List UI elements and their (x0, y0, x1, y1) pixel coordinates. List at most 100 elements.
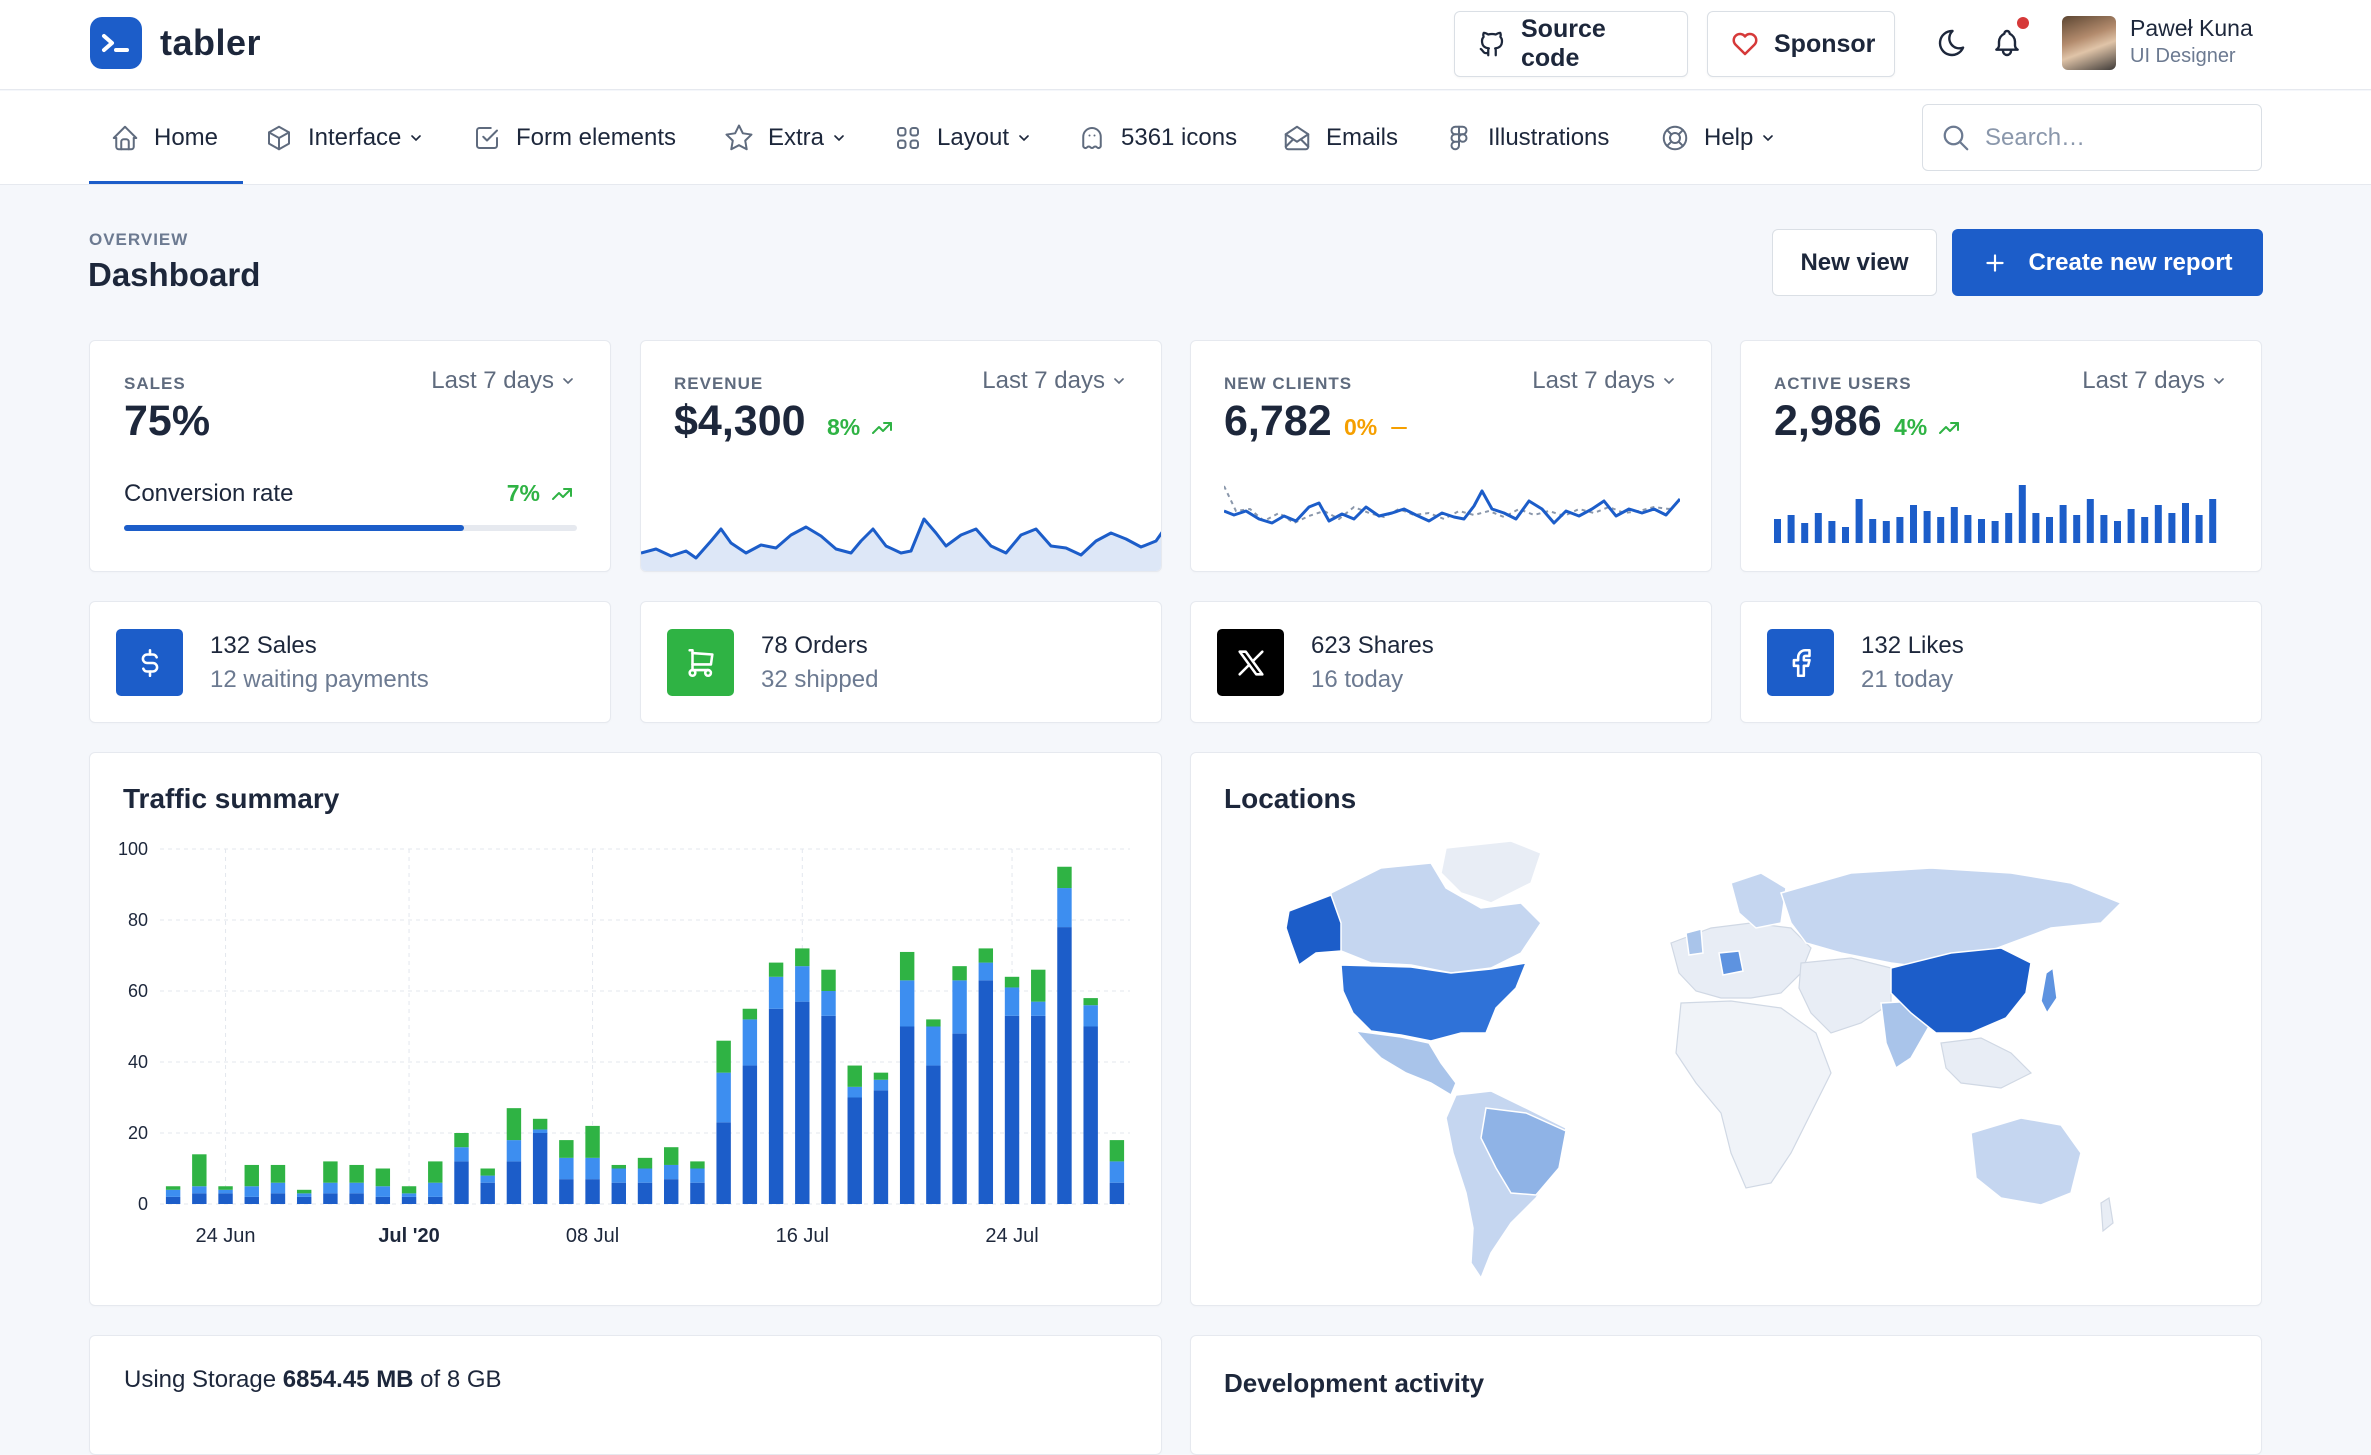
map-japan (2040, 966, 2058, 1015)
nav-item-interface[interactable]: Interface (264, 91, 424, 185)
traffic-bar-segment (401, 1196, 417, 1204)
revenue-sparkline (641, 517, 1161, 571)
brand[interactable]: tabler (90, 17, 261, 69)
create-report-button[interactable]: Create new report (1952, 229, 2263, 296)
nav-item-illustrations[interactable]: Illustrations (1444, 91, 1609, 185)
spark-bar (2018, 485, 2026, 543)
sales-label: SALES (124, 374, 186, 393)
map-greenland (1440, 840, 1542, 904)
period-dropdown[interactable]: Last 7 days (982, 367, 1127, 395)
search-box[interactable] (1922, 104, 2262, 171)
revenue-label: REVENUE (674, 374, 764, 393)
traffic-bar-segment (795, 948, 810, 967)
new-clients-value: 6,782 (1224, 397, 1332, 445)
nav-item-form-elements[interactable]: Form elements (472, 91, 676, 185)
sponsor-button[interactable]: Sponsor (1707, 11, 1895, 77)
traffic-bar-segment (795, 966, 810, 1002)
nav-item-icons[interactable]: 5361 icons (1077, 91, 1237, 185)
ghost-icon (1077, 123, 1107, 153)
x-tick-label: 24 Jul (985, 1225, 1038, 1247)
spark-bar (2059, 505, 2067, 543)
active-users-label: ACTIVE USERS (1774, 374, 1912, 393)
map-alaska (1285, 894, 1342, 967)
traffic-bar-segment (637, 1182, 653, 1204)
chevron-down-icon (1760, 130, 1776, 146)
traffic-bar-segment (532, 1129, 548, 1133)
y-tick-label: 60 (128, 981, 148, 1001)
source-code-button[interactable]: Source code (1454, 11, 1688, 77)
traffic-bar-segment (899, 1026, 915, 1204)
spark-bar (1855, 499, 1863, 543)
new-clients-card: NEW CLIENTS Last 7 days 6,782 0% (1190, 340, 1712, 572)
user-name: Paweł Kuna (2130, 15, 2253, 41)
traffic-bar-segment (664, 1147, 679, 1165)
period-label: Last 7 days (1532, 367, 1655, 394)
search-icon (1941, 123, 1971, 153)
x-logo-icon (1217, 629, 1284, 696)
mini-card-subtitle: 12 waiting payments (210, 666, 429, 693)
traffic-bar-segment (375, 1186, 391, 1197)
spark-bar (1896, 517, 1904, 543)
nav-item-home[interactable]: Home (110, 91, 218, 185)
new-view-button[interactable]: New view (1772, 229, 1937, 296)
sales-card: SALES Last 7 days 75% Conversion rate 7% (89, 340, 611, 572)
traffic-bar-segment (821, 1015, 836, 1204)
nav-item-help[interactable]: Help (1660, 91, 1776, 185)
traffic-bar-segment (506, 1161, 522, 1204)
traffic-bar-segment (1109, 1161, 1125, 1183)
traffic-bar-segment (1109, 1140, 1125, 1162)
map-mexico (1354, 1030, 1457, 1097)
traffic-bar-segment (847, 1097, 862, 1204)
period-dropdown[interactable]: Last 7 days (2082, 367, 2227, 395)
period-dropdown[interactable]: Last 7 days (1532, 367, 1677, 395)
spark-bar (2209, 499, 2217, 543)
active-users-trend-value: 4% (1894, 414, 1928, 440)
nav-item-extra[interactable]: Extra (724, 91, 847, 185)
traffic-bar-segment (375, 1196, 391, 1204)
traffic-bar-segment (742, 1065, 758, 1204)
map-central-asia (1798, 957, 1892, 1034)
moon-icon[interactable] (1936, 27, 1968, 59)
traffic-bar-segment (270, 1182, 286, 1194)
traffic-summary-title: Traffic summary (123, 783, 340, 814)
y-tick-label: 20 (128, 1123, 148, 1143)
active-tab-indicator (89, 181, 243, 184)
nav-label: Form elements (516, 124, 677, 151)
bell-icon[interactable] (1991, 17, 2029, 59)
spark-bar (1814, 513, 1822, 543)
traffic-bar-segment (454, 1147, 469, 1162)
traffic-bar-segment (821, 991, 836, 1016)
map-africa (1675, 1000, 1832, 1189)
mini-card-title: 623 Shares (1311, 632, 1434, 659)
traffic-bar-segment (1109, 1182, 1125, 1204)
spark-bar (2195, 515, 2203, 543)
nav-item-emails[interactable]: Emails (1282, 91, 1398, 185)
traffic-summary-card: Traffic summary 0 20 40 60 80 100 24 Jun Jul '2… (89, 752, 1162, 1306)
traffic-bar-segment (585, 1125, 600, 1158)
spark-bar (1910, 505, 1917, 543)
traffic-bar-segment (847, 1086, 862, 1098)
traffic-bar-segment (926, 1019, 941, 1027)
chevron-down-icon (1111, 373, 1127, 389)
traffic-bar-segment (401, 1193, 417, 1197)
traffic-bar-segment (847, 1065, 862, 1087)
traffic-bar-segment (978, 980, 994, 1204)
traffic-bar-segment (716, 1072, 731, 1123)
period-dropdown[interactable]: Last 7 days (431, 367, 576, 395)
traffic-bar-segment (296, 1193, 312, 1197)
traffic-bar-segment (559, 1157, 574, 1180)
nav-item-layout[interactable]: Layout (893, 91, 1032, 185)
traffic-bar-segment (926, 1065, 941, 1204)
locations-card: Locations (1190, 752, 2262, 1306)
avatar[interactable] (2062, 16, 2116, 70)
lifebuoy-icon (1660, 123, 1690, 153)
traffic-bar-segment (1031, 1015, 1046, 1204)
search-input[interactable] (1985, 123, 2245, 152)
sponsor-label: Sponsor (1774, 29, 1876, 58)
traffic-bar-segment (244, 1186, 259, 1197)
locations-title: Locations (1224, 783, 1357, 814)
traffic-bar-segment (559, 1179, 574, 1204)
mini-card-title: 132 Sales (210, 632, 317, 659)
traffic-bar-segment (296, 1189, 312, 1194)
chevron-down-icon (1016, 130, 1032, 146)
